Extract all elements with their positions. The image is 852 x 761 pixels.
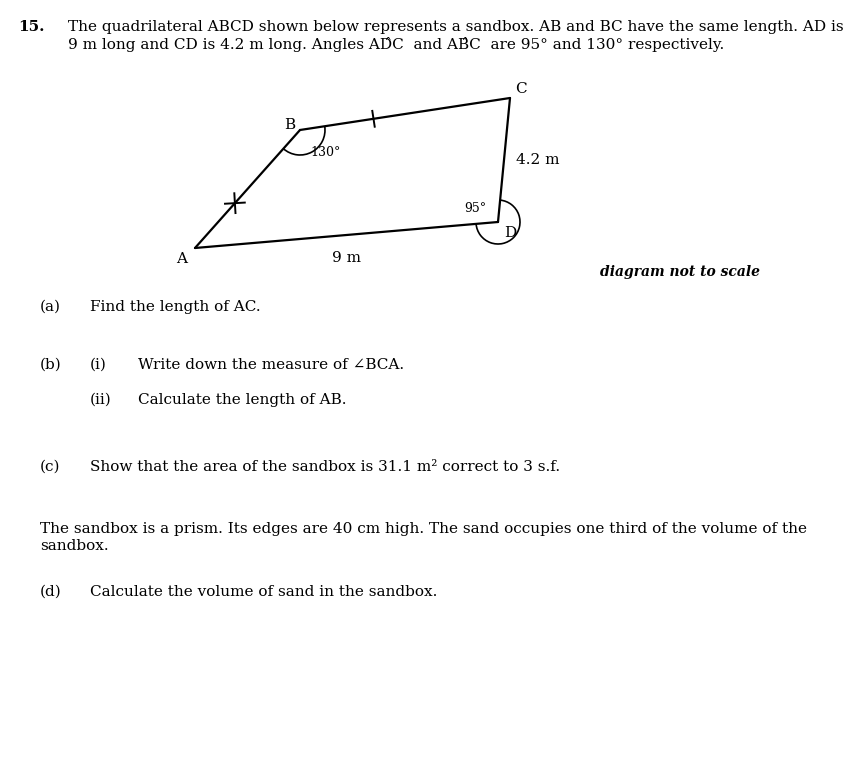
- Text: 15.: 15.: [18, 20, 44, 34]
- Text: Find the length of AC.: Find the length of AC.: [90, 300, 261, 314]
- Text: 9 m long and CD is 4.2 m long. Angles AD̂C  and AB̂C  are 95° and 130° respectiv: 9 m long and CD is 4.2 m long. Angles AD…: [68, 37, 724, 52]
- Text: A: A: [176, 252, 187, 266]
- Text: sandbox.: sandbox.: [40, 539, 108, 553]
- Text: B: B: [284, 118, 295, 132]
- Text: The sandbox is a prism. Its edges are 40 cm high. The sand occupies one third of: The sandbox is a prism. Its edges are 40…: [40, 522, 807, 536]
- Text: (ii): (ii): [90, 393, 112, 407]
- Text: 130°: 130°: [310, 146, 341, 159]
- Text: Calculate the volume of sand in the sandbox.: Calculate the volume of sand in the sand…: [90, 585, 437, 599]
- Text: (c): (c): [40, 460, 60, 474]
- Text: Calculate the length of AB.: Calculate the length of AB.: [138, 393, 347, 407]
- Text: diagram not to scale: diagram not to scale: [600, 265, 760, 279]
- Text: (b): (b): [40, 358, 61, 372]
- Text: 4.2 m: 4.2 m: [516, 153, 560, 167]
- Text: (i): (i): [90, 358, 106, 372]
- Text: D: D: [504, 226, 516, 240]
- Text: 95°: 95°: [464, 202, 486, 215]
- Text: C: C: [515, 82, 527, 96]
- Text: Show that the area of the sandbox is 31.1 m² correct to 3 s.f.: Show that the area of the sandbox is 31.…: [90, 460, 560, 474]
- Text: Write down the measure of ∠BCA.: Write down the measure of ∠BCA.: [138, 358, 404, 372]
- Text: (a): (a): [40, 300, 61, 314]
- Text: (d): (d): [40, 585, 61, 599]
- Text: The quadrilateral ABCD shown below represents a sandbox. AB and BC have the same: The quadrilateral ABCD shown below repre…: [68, 20, 843, 34]
- Text: 9 m: 9 m: [332, 251, 361, 265]
